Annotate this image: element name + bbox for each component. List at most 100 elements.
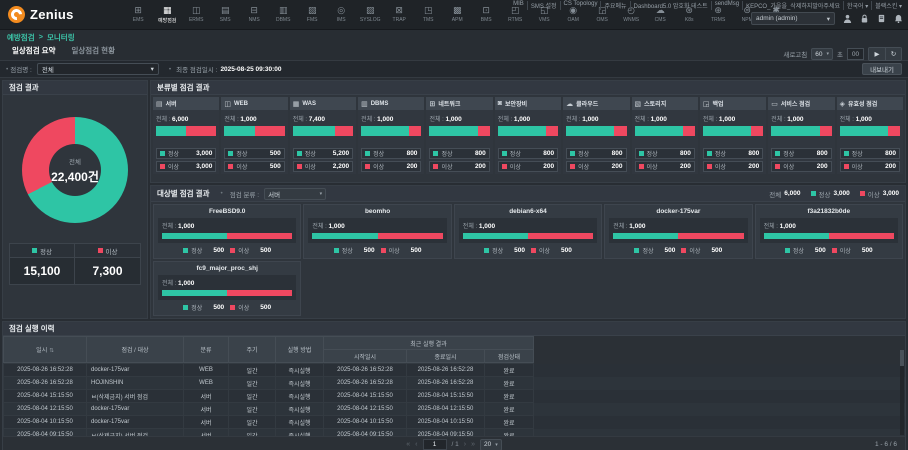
quick-link[interactable]: SMS 설정 [528, 1, 561, 10]
category-total: 전체 : 1,000 [771, 114, 831, 123]
document-icon[interactable] [876, 14, 886, 24]
category-card: ▭ 서비스 점검 전체 : 1,000 [768, 97, 834, 174]
category-total: 전체 : 1,000 [840, 114, 900, 123]
cell-method: 즉시실행 [276, 429, 324, 437]
col-method[interactable]: 실행 방법 [276, 337, 324, 363]
nav-item-label: TRMS [704, 17, 733, 23]
target-abnormal: 이상 3,000 [860, 189, 899, 199]
next-page-button[interactable]: › [464, 441, 466, 448]
history-row[interactable]: 2025-08-04 12:15:50 docker-175var 서버 일간 … [4, 403, 906, 416]
result-bar [566, 126, 626, 136]
nav-item[interactable]: ⊠ TRAP [385, 5, 414, 24]
account-dropdown[interactable]: admin (admin) ▾ [751, 12, 835, 25]
cell-target: docker-175var [87, 416, 184, 429]
target-category-select[interactable]: 서버 ▾ [264, 188, 326, 200]
col-start[interactable]: 시작일시 [324, 350, 407, 363]
last-page-button[interactable]: » [471, 441, 475, 448]
quick-link[interactable]: 블랙스킨 ▾ [872, 1, 905, 10]
quick-link[interactable]: CS Topology [561, 1, 602, 10]
user-icon[interactable] [842, 14, 852, 24]
nav-item[interactable]: ▥ DBMS [269, 5, 298, 24]
nav-item[interactable]: ⊡ BMS [472, 5, 501, 24]
account-label: admin (admin) [756, 15, 798, 22]
reload-button[interactable]: ↻ [885, 48, 901, 60]
nav-module-icon: ▥ [269, 5, 298, 16]
target-card-body: 전체 : 1,000 [609, 218, 747, 243]
history-row[interactable]: 2025-08-04 10:15:50 docker-175var 서버 일간 … [4, 416, 906, 429]
category-stats: 정상 800 이상 200 [498, 148, 558, 172]
page-size-select[interactable]: 20 ▾ [480, 439, 502, 450]
col-status[interactable]: 점검상태 [485, 350, 534, 363]
nav-item[interactable]: ▦ 예방점검 [153, 5, 182, 24]
nav-item-label: BMS [472, 17, 501, 23]
tab[interactable]: 일상점검 현황 [63, 45, 122, 60]
category-name: 유효성 점검 [848, 99, 877, 108]
quick-link[interactable]: 한국어 ▾ [844, 1, 872, 10]
abnormal-value: 3,000 [196, 163, 212, 170]
category-icon: ▤ [156, 100, 163, 108]
quick-link[interactable]: 주요메뉴 [601, 1, 630, 10]
total-value: 1,000 [629, 223, 645, 230]
nav-item[interactable]: ▤ SMS [211, 5, 240, 24]
bullet: • [6, 66, 8, 73]
result-bar-normal [635, 126, 683, 136]
quick-link[interactable]: KEPCO_가을을_삭제하지말아주세요 [743, 1, 844, 10]
nav-item[interactable]: ◳ TMS [414, 5, 443, 24]
history-row[interactable]: 2025-08-04 09:15:50 ㅂ(삭제금지) 서버 점검 서버 일간 … [4, 429, 906, 437]
quick-link[interactable]: MIB [510, 1, 528, 10]
check-name-select[interactable]: 전체 ▾ [37, 63, 159, 75]
nav-item[interactable]: ▨ SYSLOG [356, 5, 385, 24]
quick-link[interactable]: Dashboard5.0 암호화 테스트 [631, 1, 712, 10]
cell-start: 2025-08-04 12:15:50 [324, 403, 407, 416]
category-card-body: 전체 : 1,000 정상 8 [632, 110, 698, 174]
cell-datetime: 2025-08-26 16:52:28 [4, 364, 87, 377]
col-cycle[interactable]: 주기 [229, 337, 276, 363]
nav-item[interactable]: ⊞ EMS [124, 5, 153, 24]
table-scrollbar[interactable] [900, 350, 904, 435]
history-row[interactable]: 2025-08-04 15:15:50 ㅂ(삭제금지) 서버 점검 서버 일간 … [4, 390, 906, 403]
col-datetime[interactable]: 일시⇅ [4, 337, 87, 363]
refresh-interval-select[interactable]: 60 ▾ [811, 48, 833, 60]
history-row[interactable]: 2025-08-26 16:52:28 HOJINSHIN WEB 일간 즉시실… [4, 377, 906, 390]
breadcrumb-parent[interactable]: 예방점검 [7, 32, 35, 43]
nav-item[interactable]: ▧ FMS [298, 5, 327, 24]
bell-icon[interactable] [893, 14, 903, 24]
page-number-input[interactable]: 1 [423, 439, 447, 450]
nav-item-label: TRAP [385, 17, 414, 23]
col-end[interactable]: 종료일시 [407, 350, 485, 363]
quick-link[interactable]: sendMsg [712, 1, 743, 10]
play-button[interactable]: ▶ [869, 48, 885, 60]
normal-color-swatch [639, 151, 644, 156]
category-name: WEB [234, 101, 248, 107]
result-bar [162, 233, 292, 239]
col-category[interactable]: 분류 [184, 337, 229, 363]
total-value: 7,400 [309, 116, 325, 123]
category-card-header: ▦ WAS [290, 97, 356, 110]
last-check-value: 2025-08-25 09:30:00 [220, 66, 281, 73]
nav-item[interactable]: ▩ APM [443, 5, 472, 24]
history-row[interactable]: 2025-08-26 16:52:28 docker-175var WEB 일간… [4, 364, 906, 377]
col-target[interactable]: 점검 / 대상 [87, 337, 184, 363]
nav-item[interactable]: ⊟ NMS [240, 5, 269, 24]
abnormal-stat-row: 이상 200 [566, 161, 626, 172]
tab[interactable]: 일상점검 요약 [4, 45, 63, 60]
page-size-value: 20 [484, 441, 491, 448]
abnormal-value: 500 [270, 163, 281, 170]
export-button[interactable]: 내보내기 [862, 63, 902, 75]
category-card-header: ◙ 보안장비 [495, 97, 561, 110]
nav-item[interactable]: ◫ ERMS [182, 5, 211, 24]
normal-label: 정상 [642, 246, 653, 255]
abnormal-label: 이상 [236, 162, 247, 171]
first-page-button[interactable]: « [406, 441, 410, 448]
normal-color-swatch [433, 151, 438, 156]
prev-page-button[interactable]: ‹ [415, 441, 417, 448]
upper-section: 점검 결과 전체 22,400건 정상 이상 15,100 [2, 80, 906, 319]
scrollbar-thumb[interactable] [900, 350, 904, 366]
lock-icon[interactable] [859, 14, 869, 24]
cell-start: 2025-08-26 16:52:28 [324, 364, 407, 377]
cell-method: 즉시실행 [276, 416, 324, 429]
normal-color-swatch [844, 151, 849, 156]
normal-stat-row: 정상 800 [771, 148, 831, 159]
nav-item[interactable]: ◎ IMS [327, 5, 356, 24]
abnormal-color-swatch [502, 164, 507, 169]
